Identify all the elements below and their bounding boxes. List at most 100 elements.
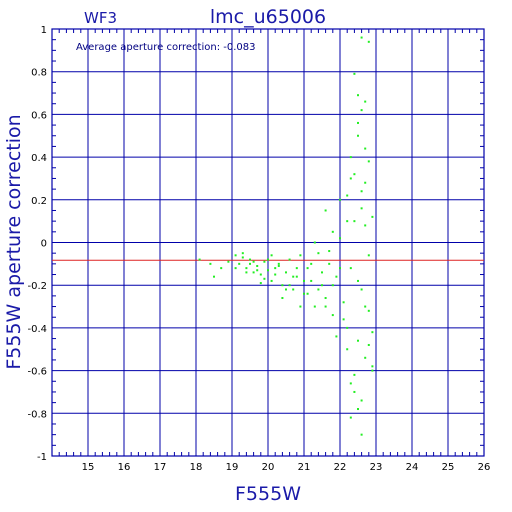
data-point (371, 365, 374, 368)
data-point (263, 277, 266, 280)
data-point (353, 390, 356, 393)
data-point (263, 260, 266, 263)
data-point (310, 279, 313, 282)
grid-lines (52, 29, 484, 456)
data-point (256, 269, 259, 272)
data-point (349, 416, 352, 419)
data-points (198, 36, 374, 436)
data-point (364, 181, 367, 184)
data-point (367, 160, 370, 163)
data-point (328, 250, 331, 253)
x-tick-label: 26 (478, 462, 491, 473)
x-tick-labels: 15 16 17 18 19 20 21 22 23 24 25 26 (82, 462, 491, 473)
data-point (339, 267, 341, 270)
y-tick-label: -0.8 (27, 409, 47, 420)
data-point (313, 305, 316, 308)
data-point (324, 305, 327, 308)
data-point (241, 252, 244, 255)
data-point (227, 260, 230, 263)
data-point (234, 254, 237, 257)
x-tick-label: 16 (118, 462, 131, 473)
data-point (299, 254, 302, 257)
data-point (259, 282, 262, 285)
y-tick-label: 0.4 (31, 153, 47, 164)
data-point (321, 271, 323, 274)
x-tick-label: 15 (82, 462, 95, 473)
annotation-average: Average aperture correction: -0.083 (76, 42, 256, 53)
data-point (339, 198, 341, 201)
data-point (360, 288, 363, 291)
y-tick-label: 0.8 (31, 68, 47, 79)
y-tick-label: -0.2 (27, 281, 47, 292)
data-point (249, 258, 251, 261)
x-tick-label: 20 (262, 462, 275, 473)
data-point (360, 433, 363, 436)
data-point (295, 275, 298, 278)
data-point (313, 241, 316, 244)
data-point (346, 194, 349, 197)
data-point (367, 254, 370, 257)
x-tick-label: 19 (226, 462, 239, 473)
data-point (310, 262, 313, 265)
y-tick-label: 0.6 (31, 110, 47, 121)
data-point (259, 273, 262, 276)
y-tick-label: 0.2 (31, 196, 47, 207)
data-point (198, 258, 201, 261)
data-point (321, 284, 323, 287)
data-point (267, 258, 269, 261)
data-point (299, 305, 302, 308)
data-point (285, 288, 287, 291)
data-point (295, 267, 298, 270)
data-point (346, 326, 349, 329)
data-point (349, 382, 352, 385)
data-point (328, 262, 331, 265)
data-point (270, 254, 273, 257)
data-point (281, 297, 284, 300)
data-point (360, 36, 363, 39)
data-point (371, 215, 374, 218)
data-point (238, 262, 241, 265)
data-point (317, 252, 320, 255)
data-point (274, 273, 277, 276)
data-point (331, 230, 334, 233)
y-tick-label: 1 (41, 25, 47, 36)
data-point (367, 309, 370, 312)
data-point (364, 100, 367, 103)
data-point (270, 279, 273, 282)
data-point (360, 190, 363, 193)
x-axis-label: F555W (235, 483, 301, 505)
data-point (209, 262, 212, 265)
data-point (285, 271, 287, 274)
chart-title: lmc_u65006 (210, 6, 326, 28)
data-point (364, 147, 367, 150)
x-tick-label: 24 (406, 462, 419, 473)
data-point (364, 305, 367, 308)
data-point (353, 373, 356, 376)
data-point (353, 220, 356, 223)
data-point (342, 301, 345, 304)
data-point (213, 275, 215, 278)
chip-label: WF3 (84, 9, 117, 27)
data-point (367, 40, 370, 43)
data-point (234, 267, 237, 270)
y-tick-label: -0.6 (27, 367, 47, 378)
data-point (371, 331, 374, 334)
data-point (349, 267, 352, 270)
data-point (288, 284, 291, 287)
x-tick-label: 17 (154, 462, 167, 473)
data-point (349, 156, 352, 159)
data-point (357, 408, 359, 411)
y-tick-label: -1 (37, 452, 47, 463)
data-point (292, 275, 295, 278)
data-point (267, 269, 269, 272)
data-point (331, 284, 334, 287)
data-point (371, 369, 374, 372)
data-point (360, 207, 363, 210)
plot-border (51, 28, 485, 457)
data-point (367, 343, 370, 346)
data-point (245, 267, 248, 270)
data-point (353, 72, 356, 75)
data-point (303, 279, 305, 282)
data-point (339, 237, 341, 240)
data-point (288, 258, 291, 261)
